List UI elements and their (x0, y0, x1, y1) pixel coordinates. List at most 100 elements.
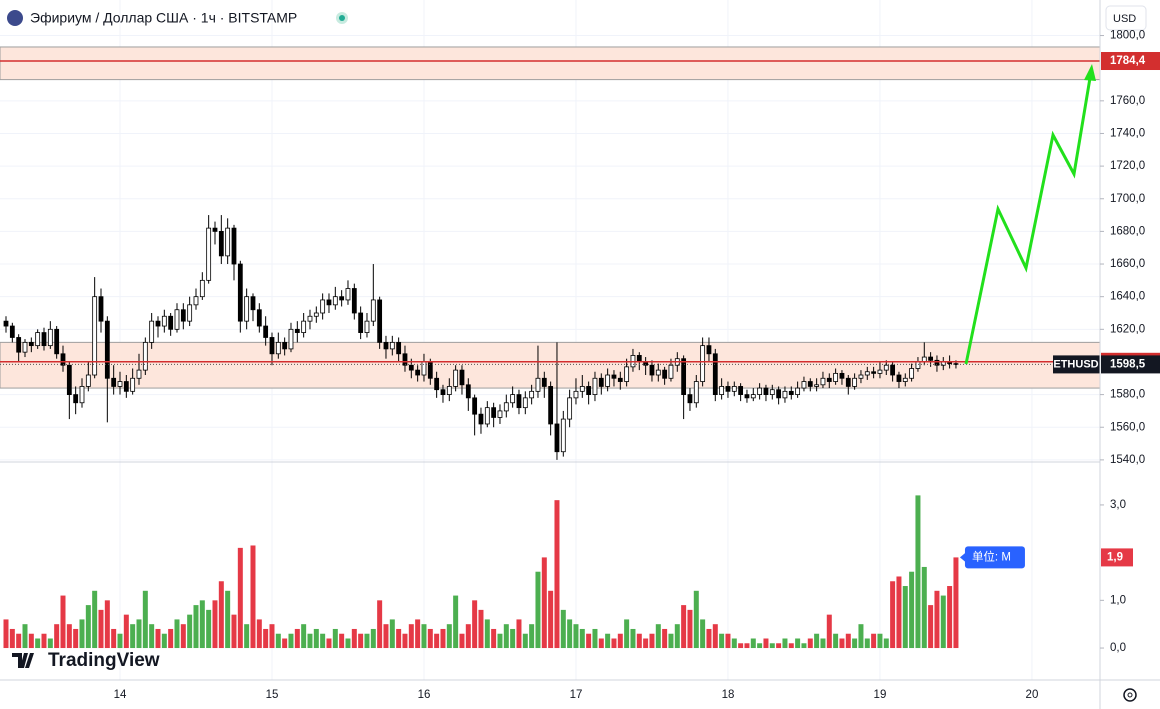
volume-bar (864, 638, 870, 649)
volume-bar (795, 638, 801, 649)
candle-body (199, 279, 205, 298)
candle-body (833, 372, 839, 382)
volume-bar (757, 643, 763, 649)
volume-bar (294, 628, 300, 649)
candle-body (332, 296, 338, 306)
candle-body (864, 371, 870, 376)
volume-bar (212, 600, 218, 649)
currency-button[interactable] (1105, 5, 1147, 31)
candle-body (187, 304, 193, 322)
volume-bar (174, 619, 180, 649)
volume-bar (706, 628, 712, 649)
candle-body (98, 296, 104, 322)
volume-bar (79, 619, 85, 649)
volume-bar (586, 633, 592, 649)
currency-label[interactable]: USD (1113, 13, 1136, 25)
candle-body (522, 397, 528, 409)
candle-body (130, 377, 136, 392)
forecast-arrowhead (1084, 64, 1096, 81)
volume-bar (206, 609, 212, 649)
candle-body (731, 386, 737, 392)
volume-bar (624, 619, 630, 649)
volume-tick-label: 0,0 (1110, 642, 1126, 654)
volume-last-box (1101, 548, 1133, 567)
volume-bar (915, 495, 921, 649)
volume-bar (98, 609, 104, 649)
y-tick-label: 1700,0 (1110, 193, 1145, 205)
coin-icon (7, 10, 23, 26)
y-tick-label: 1800,0 (1110, 30, 1145, 42)
candle-body (826, 377, 832, 382)
candle-body (769, 389, 775, 395)
candle-body (510, 394, 516, 404)
candle-body (212, 227, 218, 232)
volume-bar (389, 619, 395, 649)
candle-body (377, 299, 383, 343)
volume-bar (883, 638, 889, 649)
volume-bar (738, 643, 744, 649)
candle-body (465, 384, 471, 399)
candle-body (161, 315, 167, 327)
settings-icon[interactable] (1123, 688, 1137, 702)
candle-body (801, 381, 807, 389)
candle-body (9, 325, 15, 338)
candle-body (206, 227, 212, 281)
volume-bar (858, 624, 864, 649)
volume-bar (301, 624, 307, 649)
volume-bar (668, 633, 674, 649)
candle-body (402, 353, 408, 366)
candle-body (491, 407, 497, 418)
forecast-path (964, 77, 1092, 365)
candle-body (478, 413, 484, 425)
status-dot (339, 15, 345, 21)
candle-body (662, 369, 668, 379)
volume-bar (674, 624, 680, 649)
volume-bar (136, 619, 142, 649)
settings-gear[interactable] (1123, 688, 1137, 702)
settings-hub[interactable] (1127, 692, 1133, 698)
y-tick-label: 1540,0 (1110, 454, 1145, 466)
volume-bar (47, 638, 53, 649)
volume-bar (541, 557, 547, 649)
candle-body (231, 227, 237, 265)
volume-bar (548, 590, 554, 649)
candle-body (503, 402, 509, 412)
volume-bar (28, 633, 34, 649)
volume-bar (244, 624, 250, 649)
x-tick-label: 16 (418, 689, 431, 701)
volume-bar (307, 633, 313, 649)
candle-body (111, 377, 117, 387)
candle-body (263, 325, 269, 338)
last-price-name-box (1053, 355, 1100, 374)
volume-bar (263, 628, 269, 649)
candle-body (484, 407, 490, 425)
volume-bar (814, 633, 820, 649)
volume-bar (440, 628, 446, 649)
volume-bar (529, 624, 535, 649)
candle-body (883, 364, 889, 371)
candle-body (535, 377, 541, 392)
candle-body (845, 377, 851, 387)
volume-bar (326, 638, 332, 649)
candle-body (3, 320, 9, 327)
volume-bar (788, 643, 794, 649)
candle-body (871, 371, 877, 374)
candle-body (269, 337, 275, 355)
volume-bar (415, 619, 421, 649)
volume-bar (725, 633, 731, 649)
volume-bar (73, 628, 79, 649)
volume-bar (731, 638, 737, 649)
volume-bar (3, 619, 9, 649)
candle-body (795, 387, 801, 395)
volume-bar (636, 633, 642, 649)
candle-body (877, 369, 883, 374)
zone (0, 46, 1101, 81)
candle-body (909, 368, 915, 379)
candle-body (383, 341, 389, 350)
candle-body (307, 315, 313, 322)
volume-bar (377, 600, 383, 649)
candle-body (339, 296, 345, 301)
candle-body (706, 345, 712, 355)
volume-bar (833, 633, 839, 649)
volume-bar (522, 633, 528, 649)
